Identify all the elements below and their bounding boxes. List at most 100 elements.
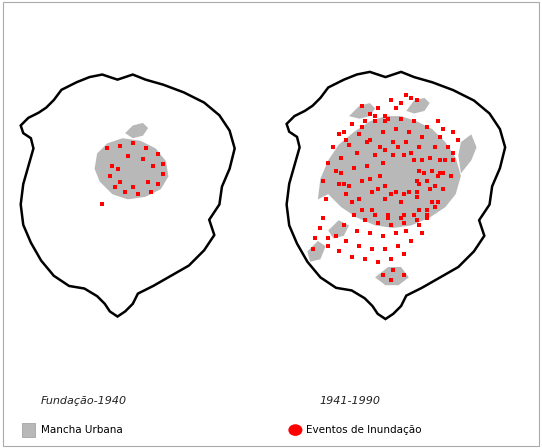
Point	[124, 152, 132, 159]
Point	[115, 142, 124, 150]
Point	[412, 188, 421, 195]
Point	[108, 163, 117, 170]
Point	[159, 160, 167, 167]
Point	[378, 271, 387, 278]
Point	[407, 237, 416, 245]
Point	[412, 216, 421, 224]
Point	[384, 214, 392, 221]
Point	[141, 145, 150, 152]
Point	[389, 138, 398, 146]
Point	[373, 258, 382, 265]
Point	[368, 188, 377, 195]
Point	[378, 128, 387, 135]
Point	[436, 134, 444, 141]
Point	[365, 136, 374, 143]
Polygon shape	[125, 123, 148, 138]
Point	[371, 211, 379, 219]
Point	[324, 159, 333, 167]
Point	[399, 250, 408, 258]
Point	[360, 118, 369, 125]
Point	[404, 188, 413, 195]
Point	[365, 110, 374, 117]
Point	[371, 118, 379, 125]
Point	[319, 214, 327, 221]
Point	[342, 237, 351, 245]
Point	[415, 167, 424, 174]
Point	[433, 198, 442, 206]
Point	[376, 144, 385, 151]
Point	[365, 175, 374, 182]
Point	[355, 196, 364, 203]
Point	[417, 157, 426, 164]
Point	[98, 201, 107, 208]
Point	[347, 253, 356, 260]
Point	[389, 266, 398, 273]
Point	[159, 170, 167, 177]
Point	[430, 144, 439, 151]
Point	[355, 131, 364, 138]
Point	[415, 206, 424, 213]
Point	[428, 198, 437, 206]
Point	[399, 190, 408, 198]
Point	[420, 170, 429, 177]
Point	[345, 183, 353, 190]
Point	[399, 151, 408, 159]
Point	[363, 162, 372, 169]
Point	[399, 211, 408, 219]
Point	[381, 146, 390, 154]
Point	[433, 172, 442, 180]
Point	[391, 105, 400, 112]
Point	[334, 180, 343, 187]
Point	[441, 157, 450, 164]
Point	[394, 144, 403, 151]
Point	[358, 102, 366, 109]
Point	[415, 222, 424, 229]
Point	[430, 203, 439, 211]
Point	[334, 248, 343, 255]
Point	[337, 154, 346, 161]
Point	[371, 112, 379, 120]
Point	[410, 157, 418, 164]
Point	[384, 115, 392, 122]
Point	[378, 232, 387, 239]
Point	[446, 172, 455, 180]
Point	[154, 150, 163, 157]
Point	[386, 256, 395, 263]
Point	[128, 183, 137, 190]
Polygon shape	[287, 72, 505, 319]
Point	[371, 151, 379, 159]
Point	[402, 227, 411, 234]
Point	[373, 219, 382, 226]
Point	[332, 232, 340, 239]
Point	[345, 141, 353, 148]
Point	[423, 214, 431, 221]
Point	[350, 211, 359, 219]
Point	[423, 211, 431, 219]
Point	[386, 190, 395, 198]
Point	[358, 123, 366, 130]
Point	[417, 229, 426, 237]
Point	[386, 276, 395, 284]
Point	[454, 136, 463, 143]
Point	[407, 149, 416, 156]
Point	[368, 245, 377, 252]
Point	[412, 193, 421, 200]
Point	[358, 206, 366, 213]
Point	[144, 178, 152, 185]
Point	[324, 235, 333, 242]
Point	[438, 170, 447, 177]
Point	[381, 196, 390, 203]
Point	[391, 188, 400, 195]
Point	[311, 235, 320, 242]
Point	[154, 181, 163, 188]
Point	[337, 170, 346, 177]
Point	[368, 206, 377, 213]
Point	[423, 177, 431, 185]
Point	[415, 144, 424, 151]
Point	[319, 177, 327, 185]
Point	[321, 196, 330, 203]
Point	[381, 118, 390, 125]
Point	[350, 164, 359, 172]
Point	[397, 115, 405, 122]
Point	[428, 167, 437, 174]
